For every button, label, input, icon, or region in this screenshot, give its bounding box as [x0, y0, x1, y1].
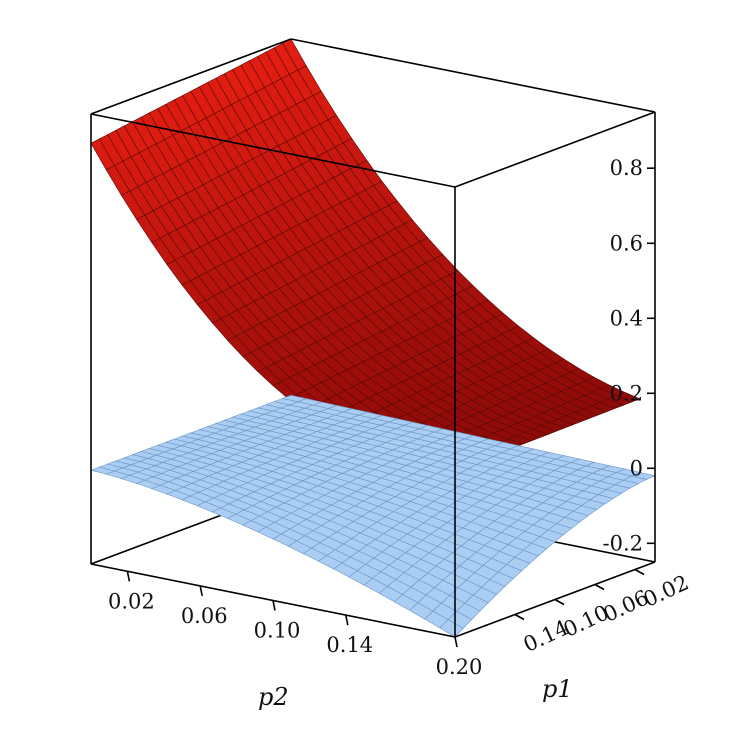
p2-tick-label: 0.10 — [254, 619, 301, 643]
p2-axis: 0.02 0.06 0.10 0.14 0.20 — [108, 571, 482, 679]
p1-tick — [634, 568, 645, 576]
box-edge-top — [454, 111, 656, 188]
box-edge-top — [90, 113, 456, 188]
p2-tick-label: 0.20 — [436, 655, 483, 679]
p1-axis: 0.020.060.100.14 — [514, 568, 692, 657]
z-tick-label: -0.2 — [603, 531, 644, 555]
p1-tick — [514, 613, 525, 621]
p2-axis-title: p2 — [258, 683, 289, 711]
z-tick-label: 0.2 — [610, 381, 643, 405]
p2-tick-label: 0.02 — [108, 589, 155, 613]
z-axis: -0.2 0 0.2 0.4 0.6 0.8 — [603, 156, 655, 555]
lower-surface — [90, 394, 656, 638]
p2-tick — [199, 585, 203, 597]
box-edge-top — [290, 38, 656, 113]
bounding-box-front — [90, 38, 656, 638]
p2-tick — [126, 571, 131, 582]
p2-tick — [345, 614, 349, 626]
z-tick-label: 0.6 — [610, 231, 643, 255]
z-tick-label: 0 — [630, 456, 643, 480]
p2-tick — [454, 636, 458, 648]
p1-tick — [554, 598, 565, 606]
lower-surface-cell — [281, 394, 308, 403]
upper-surface — [90, 38, 641, 477]
z-tick-label: 0.4 — [610, 306, 643, 330]
p1-axis-title: p1 — [542, 675, 573, 703]
p2-tick-label: 0.14 — [326, 633, 373, 657]
p1-tick — [594, 583, 605, 591]
p2-tick-label: 0.06 — [181, 604, 228, 628]
p2-tick — [272, 600, 276, 611]
z-tick-label: 0.8 — [610, 156, 643, 180]
p1-tick-label: 0.14 — [520, 615, 573, 657]
box-edge-top — [90, 38, 292, 115]
